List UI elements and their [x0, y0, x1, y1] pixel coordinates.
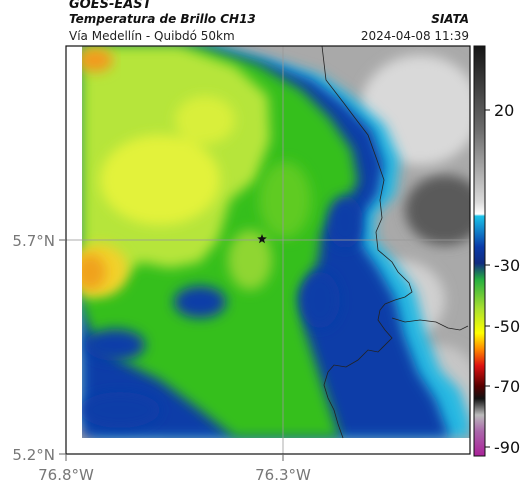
lon-label-1: 76.8°W — [38, 466, 94, 484]
colorbar-label-minus50: -50 — [494, 317, 520, 336]
colorbar-label-minus30: -30 — [494, 256, 520, 275]
map-frame — [65, 45, 471, 455]
brightness-temperature-field — [66, 46, 470, 454]
lon-label-2: 76.3°W — [255, 466, 311, 484]
star-icon — [257, 234, 267, 244]
colorbar — [473, 45, 486, 457]
lat-label-2: 5.2°N — [12, 446, 55, 464]
organization-label: SIATA — [431, 12, 469, 26]
region-label: Vía Medellín - Quibdó 50km — [69, 29, 235, 43]
department-border-east — [391, 317, 469, 331]
colorbar-label-minus90: -90 — [494, 438, 520, 457]
product-title: Temperatura de Brillo CH13 — [69, 12, 256, 26]
axis-ticks — [59, 239, 284, 461]
lat-label-1: 5.7°N — [12, 232, 55, 250]
department-border — [321, 45, 413, 439]
satellite-title: GOES-EAST — [69, 0, 152, 12]
colorbar-label-20: 20 — [494, 101, 514, 120]
colorbar-ticks — [485, 109, 490, 448]
colorbar-label-minus70: -70 — [494, 377, 520, 396]
datetime-label: 2024-04-08 11:39 — [360, 29, 469, 43]
